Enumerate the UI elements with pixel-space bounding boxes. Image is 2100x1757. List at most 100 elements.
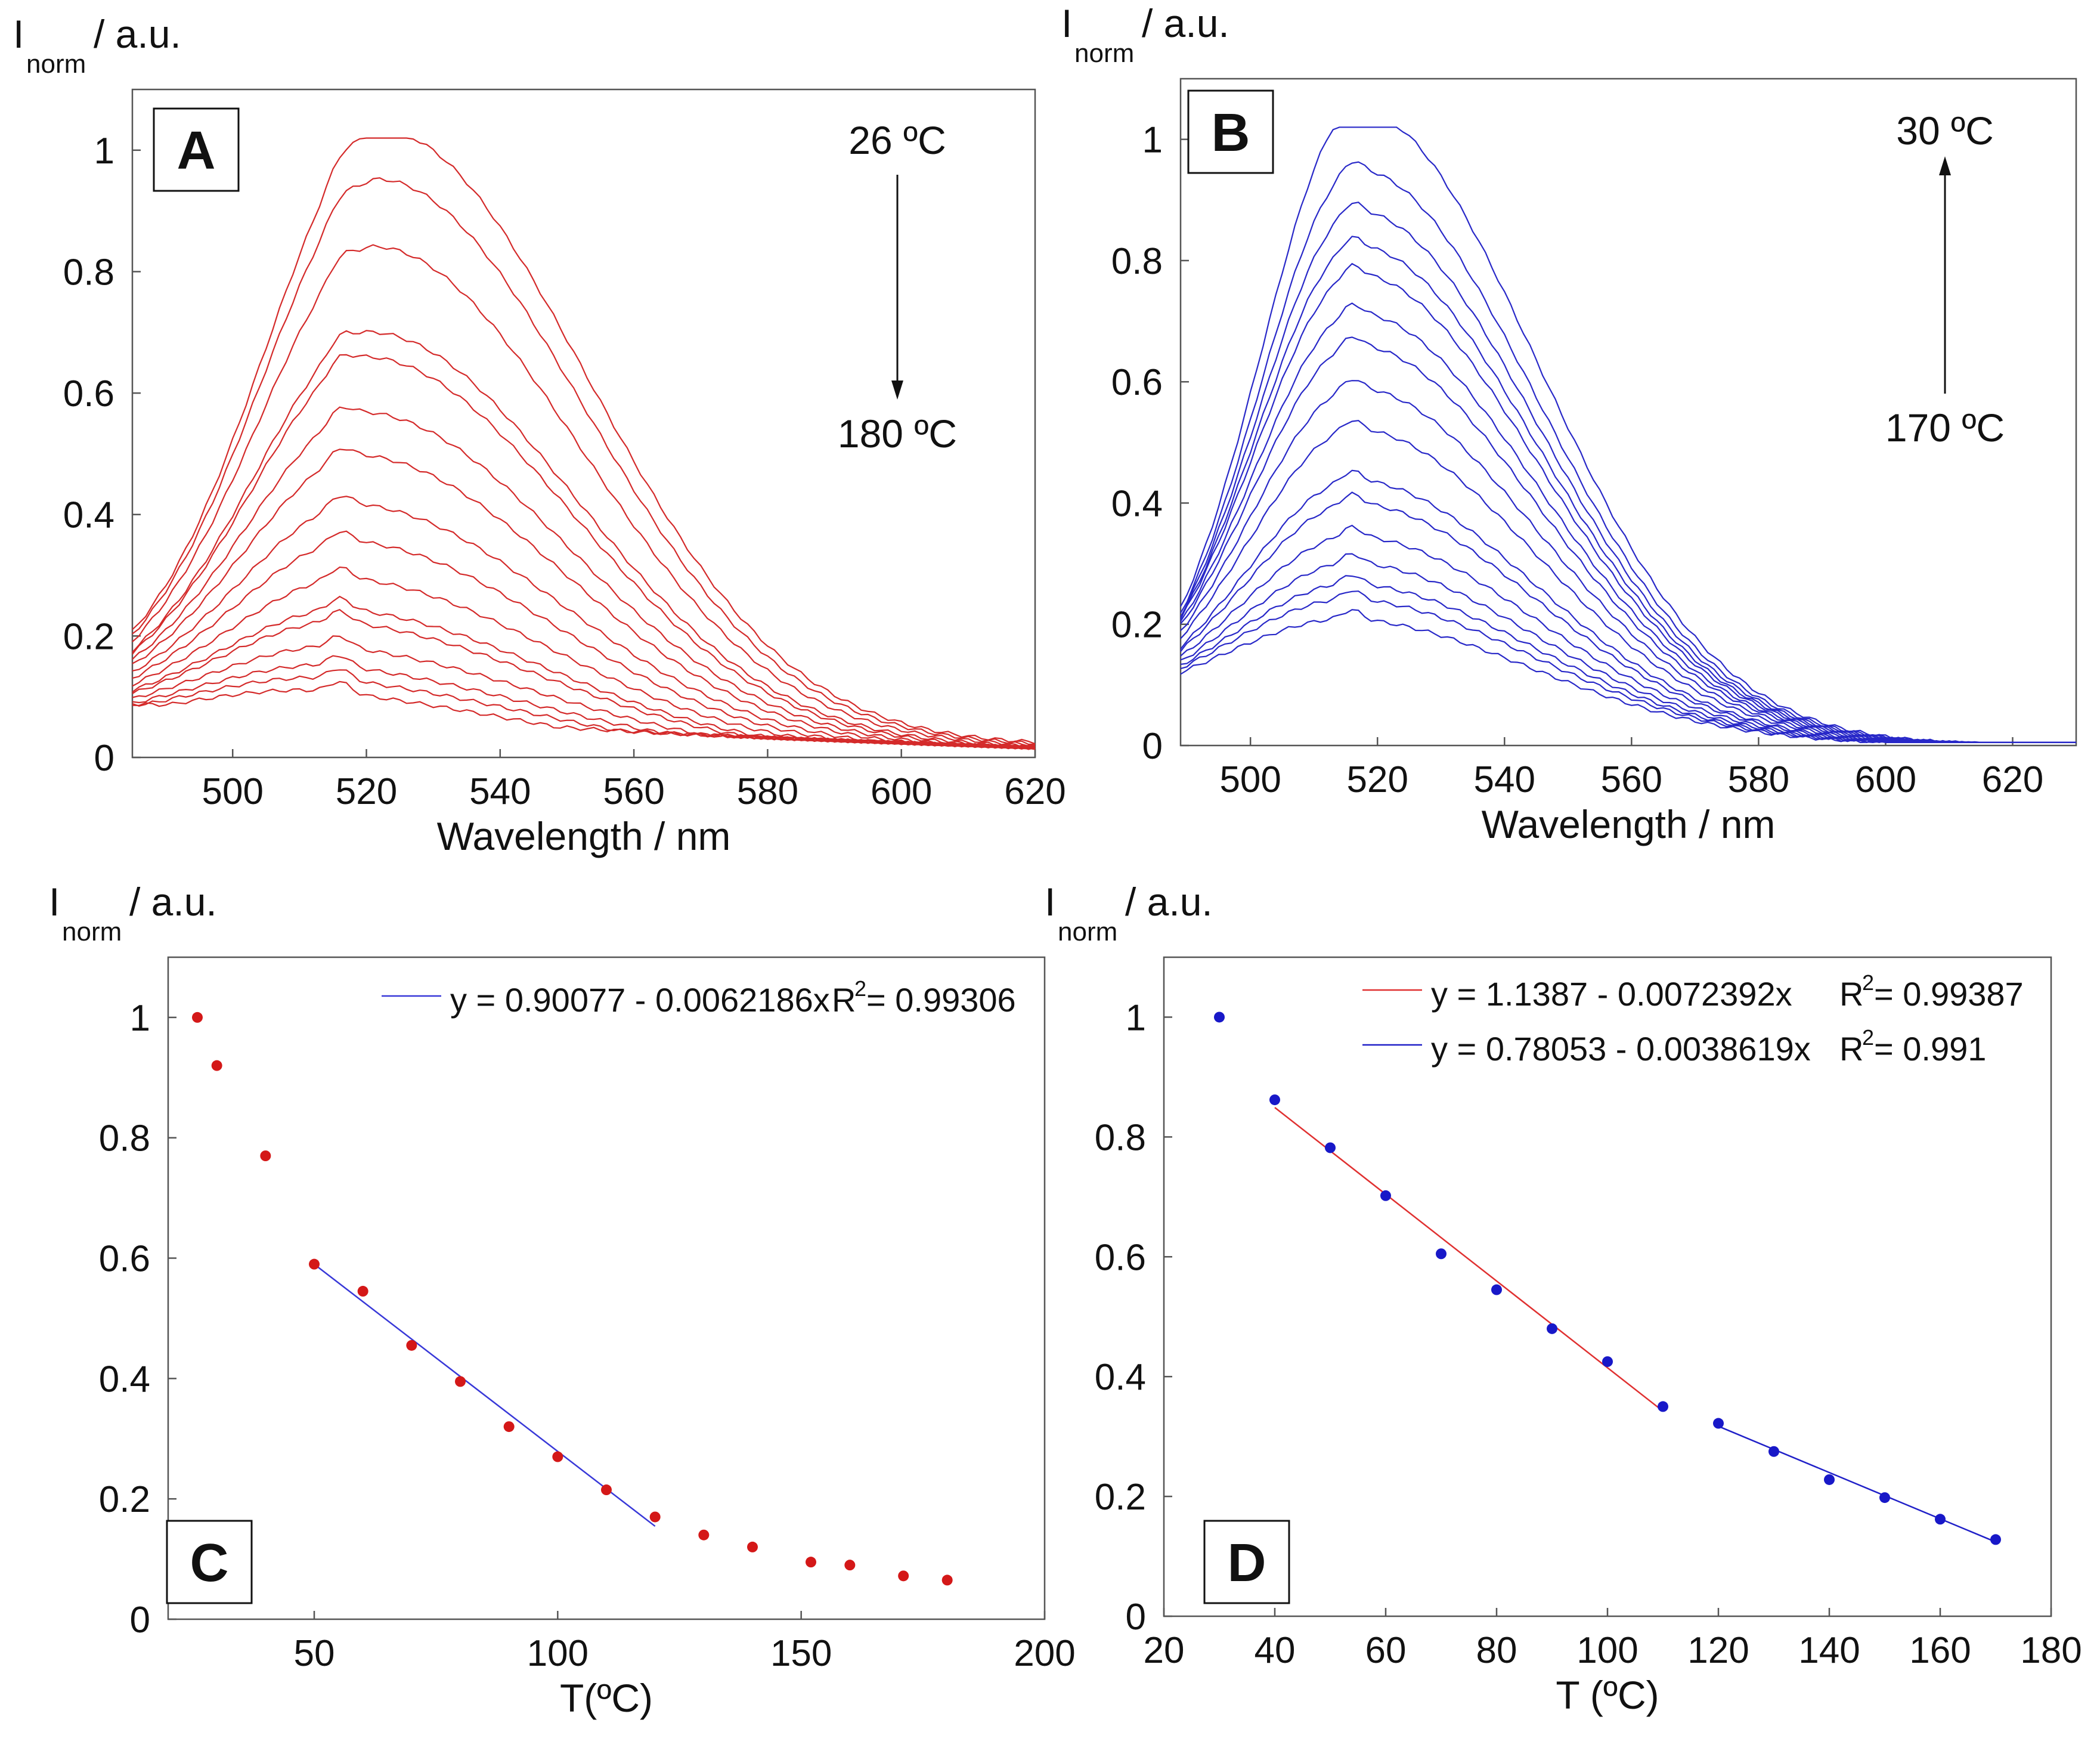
annotation-start-temperature: 30 ºC (1896, 109, 1994, 153)
y-axis-label-main: I (49, 880, 60, 924)
spectrum-line (132, 137, 1036, 745)
x-tick-label: 50 (294, 1633, 335, 1674)
y-tick-label: 1 (94, 131, 114, 172)
spectrum-line (132, 330, 1036, 748)
y-axis-label-unit: / a.u. (1125, 880, 1213, 924)
y-tick-label: 0.8 (63, 252, 114, 293)
fit-r2-superscript: 2 (1862, 1025, 1874, 1050)
fit-r2-value: = 0.99387 (1874, 975, 2024, 1013)
panel-letter: B (1212, 103, 1250, 163)
spectrum-line (1180, 524, 2076, 744)
data-point (1214, 1011, 1225, 1023)
data-point (309, 1258, 320, 1270)
y-tick-label: 0.2 (63, 616, 114, 657)
plot-frame (167, 956, 1046, 1620)
spectrum-line (132, 177, 1036, 746)
x-tick-label: 540 (469, 771, 531, 812)
data-point (1824, 1474, 1835, 1485)
plot-frame (131, 88, 1036, 759)
fit-r2-prefix: R (1839, 975, 1863, 1013)
x-tick-label: 560 (1601, 759, 1662, 800)
panel-letter: D (1228, 1533, 1266, 1593)
annotation-end-temperature: 170 ºC (1885, 406, 2005, 450)
y-tick-label: 0 (94, 738, 114, 779)
x-tick-label: 40 (1255, 1630, 1296, 1671)
spectrum-line (132, 680, 1036, 750)
data-point (601, 1484, 612, 1496)
x-tick-label: 100 (527, 1633, 589, 1674)
panel-letter-box (153, 107, 240, 192)
y-axis-label-main: I (13, 12, 24, 56)
spectra-group (132, 137, 1036, 750)
spectrum-line (1180, 161, 2076, 744)
plot-frame (1179, 78, 2077, 747)
panel-a: 0 0.2 0.4 0.6 0.8 1 500 520 540 560 580 600 620 Wavel… (13, 12, 1066, 858)
data-point (941, 1575, 953, 1586)
fit-r2-value: = 0.991 (1874, 1030, 1986, 1068)
data-point (747, 1541, 758, 1552)
x-tick-label: 150 (770, 1633, 832, 1674)
fit-line (1718, 1425, 1996, 1543)
x-tick-label: 620 (1004, 771, 1066, 812)
data-point (844, 1560, 856, 1571)
data-point (1491, 1284, 1502, 1295)
x-tick-label: 500 (1219, 759, 1281, 800)
x-tick-label: 540 (1474, 759, 1535, 800)
y-tick-label: 0.4 (1111, 483, 1163, 524)
spectrum-line (1180, 553, 2076, 744)
spectrum-line (1180, 609, 2076, 744)
data-point (1658, 1401, 1668, 1412)
panel-letter: A (177, 121, 216, 181)
y-tick-label: 0.6 (1111, 362, 1163, 403)
y-tick-label: 0.2 (1095, 1477, 1146, 1518)
y-axis-label-subscript: norm (1058, 917, 1117, 946)
data-point (898, 1570, 909, 1582)
y-tick-label: 0 (1142, 726, 1163, 767)
y-axis-label-main: I (1061, 1, 1072, 45)
spectrum-line (132, 406, 1036, 750)
y-axis-label-unit: / a.u. (94, 12, 181, 56)
spectrum-line (132, 635, 1036, 750)
x-axis-label: Wavelength / nm (1482, 802, 1776, 846)
y-axis-label-subscript: norm (62, 917, 122, 946)
data-point (1547, 1323, 1557, 1334)
data-point (1990, 1534, 2001, 1545)
y-tick-label: 0.6 (99, 1239, 150, 1280)
x-tick-label: 100 (1576, 1630, 1638, 1671)
y-axis-label-main: I (1045, 880, 1055, 924)
y-tick-label: 0.6 (1095, 1237, 1146, 1278)
x-tick-label: 160 (1909, 1630, 1971, 1671)
x-tick-label: 600 (871, 771, 932, 812)
spectrum-line (132, 354, 1036, 749)
y-tick-label: 0.6 (63, 373, 114, 414)
fit-line (314, 1263, 656, 1527)
data-point (503, 1421, 515, 1433)
data-point (1269, 1094, 1280, 1106)
y-axis-label-subscript: norm (1074, 39, 1134, 68)
fit-r2-prefix: R (1839, 1030, 1863, 1068)
y-tick-label: 1 (130, 998, 150, 1039)
data-point (1436, 1248, 1447, 1260)
x-tick-label: 620 (1982, 759, 2043, 800)
x-tick-label: 600 (1855, 759, 1916, 800)
data-point (211, 1060, 222, 1071)
y-axis-label-subscript: norm (26, 50, 86, 79)
fit-r2-superscript: 2 (1862, 970, 1874, 995)
y-tick-label: 0.4 (1095, 1357, 1146, 1398)
data-point (698, 1529, 710, 1541)
y-axis-label-unit: / a.u. (129, 880, 217, 924)
data-point (357, 1286, 368, 1297)
panel-letter-box (1187, 89, 1274, 174)
data-point (1602, 1356, 1613, 1368)
fit-equation: y = 0.78053 - 0.0038619x (1431, 1030, 1811, 1068)
fit-line (1274, 1107, 1664, 1412)
data-point (1935, 1514, 1946, 1525)
data-point (260, 1150, 271, 1161)
fit-equation: y = 0.90077 - 0.0062186x (450, 981, 830, 1019)
x-tick-label: 180 (2020, 1630, 2082, 1671)
data-point (192, 1011, 203, 1023)
x-tick-label: 520 (1347, 759, 1408, 800)
spectrum-line (1180, 336, 2076, 744)
